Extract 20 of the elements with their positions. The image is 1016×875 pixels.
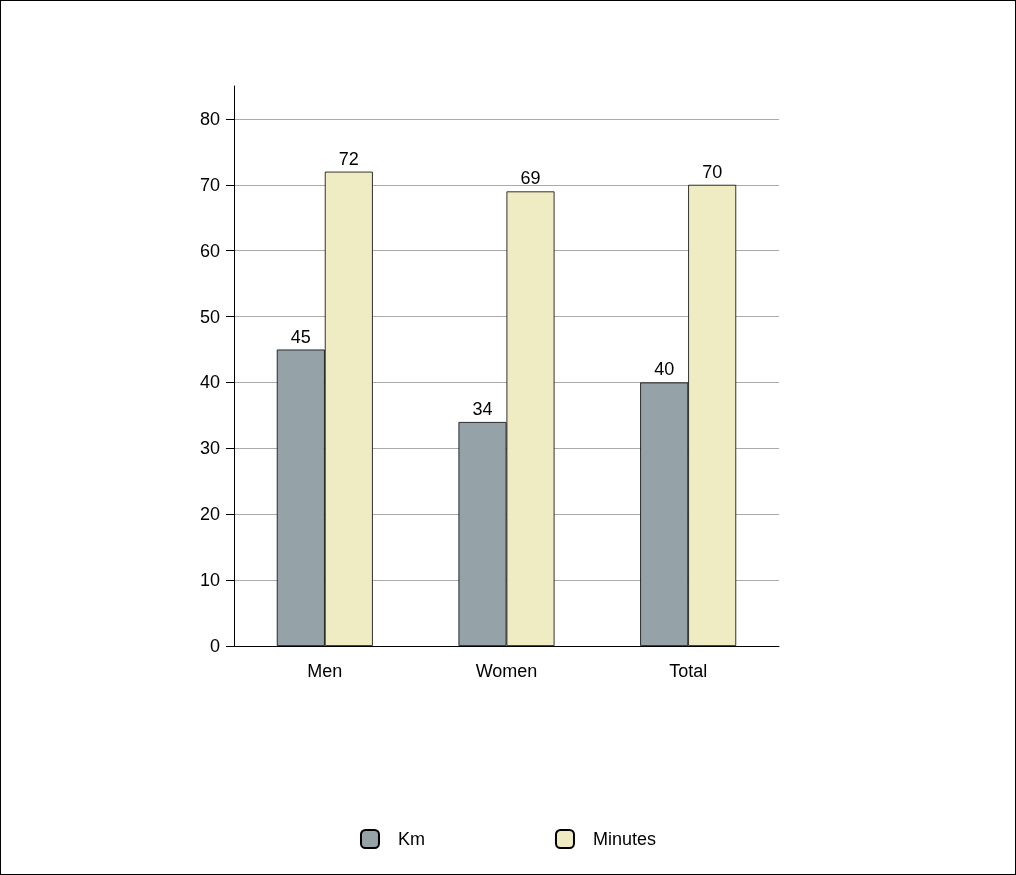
data-label: 45 (290, 326, 311, 347)
y-tick-label: 80 (199, 108, 220, 129)
y-tick-label: 70 (199, 174, 220, 195)
data-label: 40 (654, 359, 675, 380)
y-tick-label: 30 (199, 438, 220, 459)
y-tick-label: 20 (199, 504, 220, 525)
x-tick-label: Women (475, 661, 538, 681)
data-label: 70 (702, 161, 723, 182)
y-tick-label: 40 (199, 372, 220, 393)
data-label: 72 (338, 148, 359, 169)
y-tick-label: 10 (199, 570, 220, 591)
y-tick-label: 0 (209, 636, 220, 656)
legend-label: Minutes (592, 829, 657, 849)
y-tick-label: 50 (199, 306, 220, 327)
data-label: 69 (520, 168, 541, 189)
x-tick-label: Total (669, 661, 708, 681)
y-tick-label: 60 (199, 240, 220, 261)
legend-label: Km (397, 829, 425, 849)
data-label: 34 (472, 399, 493, 419)
x-tick-label: Men (307, 661, 343, 681)
